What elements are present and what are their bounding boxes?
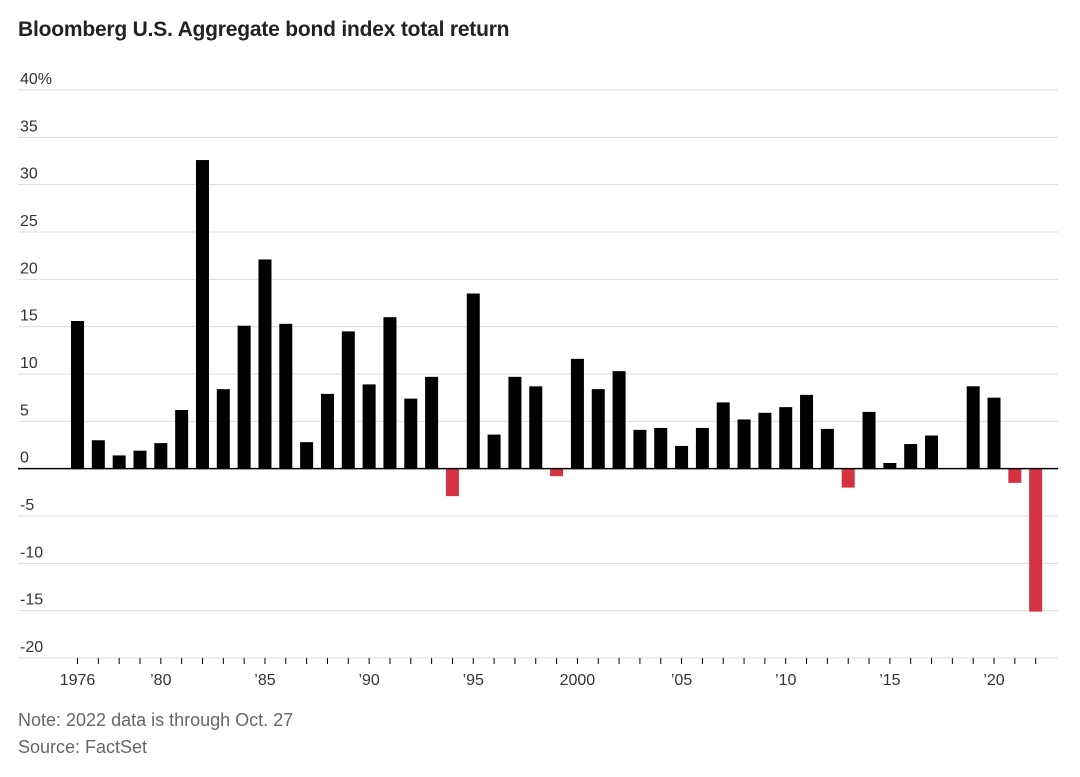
bar-2008: [737, 419, 751, 469]
x-axis: 1976 ’80 ’85 ’90 ’95 2000 ’05 ’10 ’15 ’20: [18, 467, 1058, 689]
x-tick-label-1995: ’95: [463, 672, 484, 689]
bar-2015: [883, 462, 897, 469]
y-tick-label: 10: [20, 355, 38, 372]
bar-1982: [195, 160, 209, 469]
bar-1983: [216, 389, 230, 469]
bar-1996: [487, 434, 501, 469]
x-tick-label-2020: ’20: [983, 672, 1004, 689]
bar-2002: [612, 371, 626, 469]
bar-2021: [1008, 468, 1022, 483]
bar-1993: [425, 376, 439, 469]
chart-title: Bloomberg U.S. Aggregate bond index tota…: [18, 18, 510, 41]
y-tick-label: 5: [20, 402, 29, 419]
bar-2005: [675, 445, 689, 469]
bar-1985: [258, 259, 272, 469]
bar-1995: [466, 293, 480, 469]
x-tick-label-2015: ’15: [879, 672, 900, 689]
bar-2001: [591, 389, 605, 469]
bar-1989: [341, 331, 355, 469]
bar-2012: [820, 428, 834, 469]
bar-2000: [570, 358, 584, 469]
bar-1976: [71, 320, 84, 469]
x-tick-label-1976: 1976: [60, 672, 96, 689]
grid-lines: [18, 89, 1058, 659]
bar-2006: [695, 427, 709, 469]
bar-2014: [862, 411, 876, 469]
bar-1979: [133, 450, 147, 469]
bar-1987: [300, 442, 314, 469]
x-tick-label-1985: ’85: [254, 672, 275, 689]
bar-2022: [1029, 468, 1043, 612]
bar-2013: [841, 468, 855, 488]
note-text: Note: 2022 data is through Oct. 27: [18, 710, 294, 730]
bar-1997: [508, 376, 522, 469]
y-tick-label: 15: [20, 308, 38, 325]
x-tick-label-2010: ’10: [775, 672, 796, 689]
bar-2016: [904, 444, 918, 469]
x-tick-label-2005: ’05: [671, 672, 692, 689]
bar-2019: [966, 386, 980, 469]
y-tick-label: 0: [20, 450, 29, 467]
y-tick-label: -15: [20, 592, 43, 609]
bar-1999: [550, 468, 564, 477]
x-tick-label-2000: 2000: [560, 672, 596, 689]
bar-1988: [320, 393, 334, 469]
bar-2011: [800, 394, 814, 469]
bar-1980: [154, 443, 168, 469]
y-tick-label: 40%: [20, 71, 52, 88]
bar-2020: [987, 397, 1001, 469]
bar-1986: [279, 323, 293, 469]
y-axis: 40% 35 30 25 20 15 10 5 0 -5 -10 -15 -20: [20, 71, 52, 656]
bar-chart: 40% 35 30 25 20 15 10 5 0 -5 -10 -15 -20 1976 ’80 ’85 ’…: [18, 71, 1058, 689]
y-tick-label: -5: [20, 497, 34, 514]
bar-1998: [529, 386, 543, 469]
bar-1977: [91, 440, 105, 469]
x-tick-label-1990: ’90: [358, 672, 379, 689]
y-tick-label: 25: [20, 213, 38, 230]
bar-2003: [633, 429, 647, 469]
bar-1981: [175, 409, 189, 469]
bar-1991: [383, 317, 397, 469]
bar-1992: [404, 398, 418, 469]
y-tick-label: -20: [20, 639, 43, 656]
bar-1978: [112, 455, 126, 469]
bar-2007: [716, 402, 730, 469]
source-text: Source: FactSet: [18, 737, 148, 757]
bar-1990: [362, 384, 376, 469]
y-tick-label: 20: [20, 260, 38, 277]
bar-2009: [758, 412, 772, 469]
bar-1994: [445, 468, 459, 497]
y-tick-label: 35: [20, 118, 38, 135]
x-tick-label-1980: ’80: [150, 672, 171, 689]
y-tick-label: -10: [20, 544, 43, 561]
bars: [71, 160, 1043, 612]
y-tick-label: 30: [20, 166, 38, 183]
bar-2017: [925, 435, 939, 469]
bar-1984: [237, 325, 251, 469]
bar-2010: [779, 407, 793, 469]
bar-2004: [654, 427, 668, 469]
